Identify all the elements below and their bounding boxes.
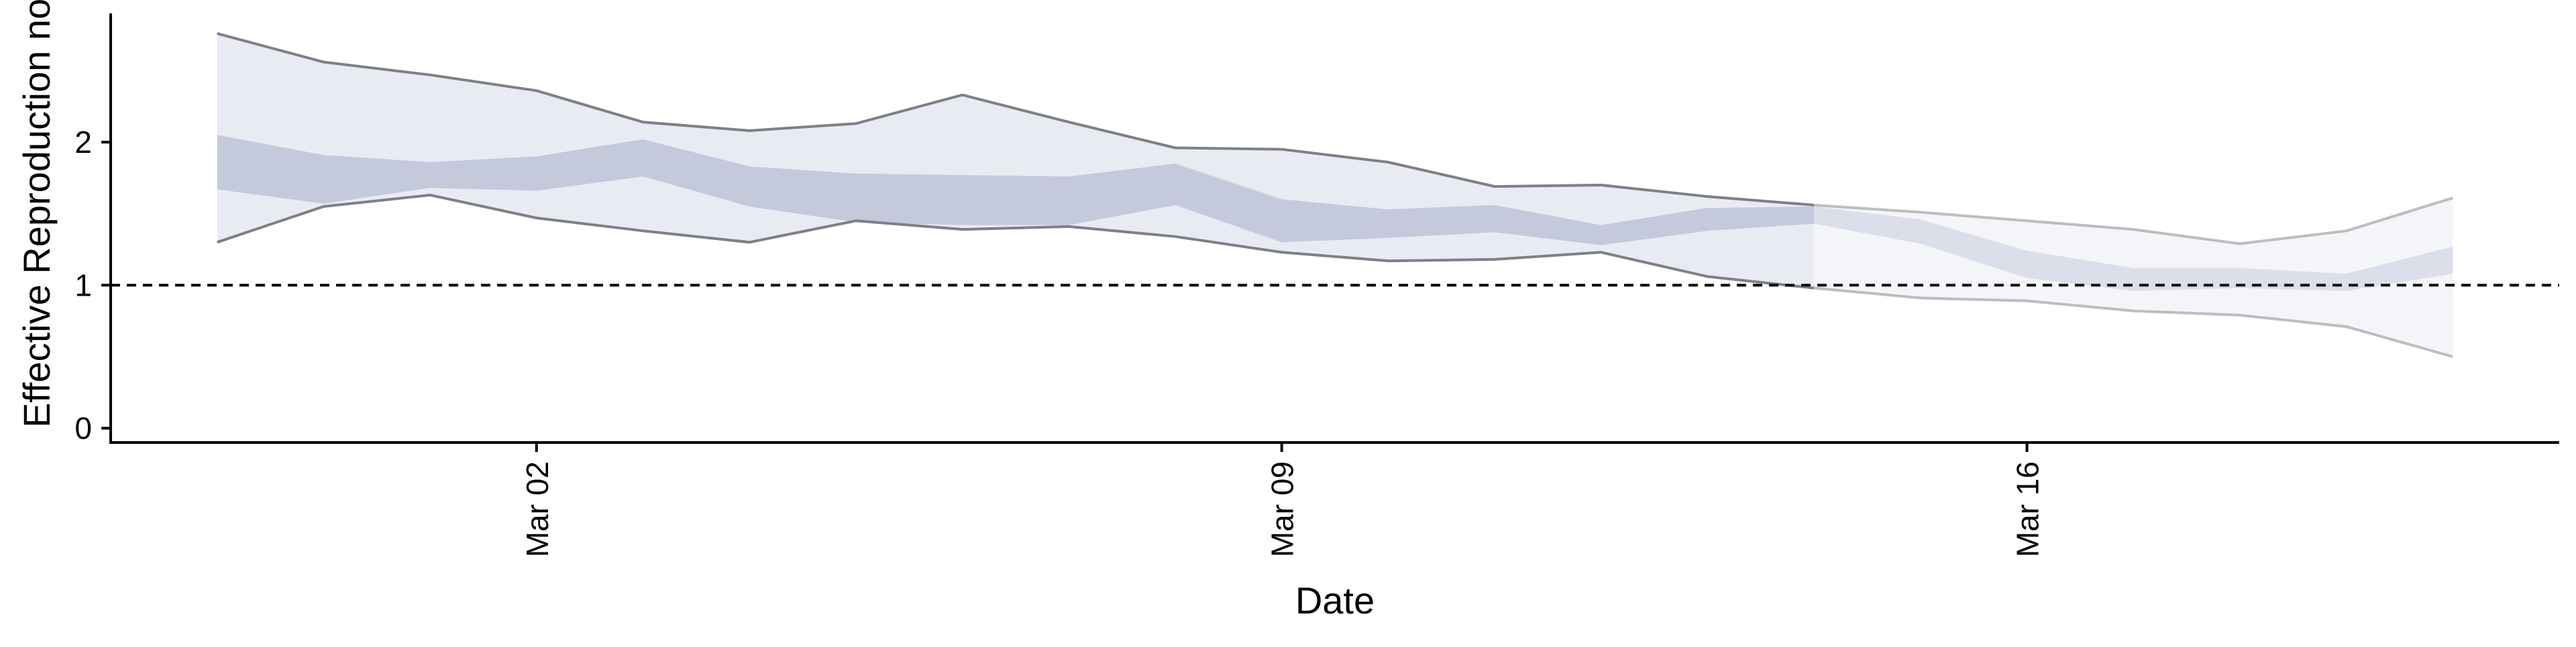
- y-tick-label: 2: [74, 125, 92, 160]
- x-tick-label: Mar 02: [520, 461, 555, 557]
- estimate-band-50: [217, 135, 1815, 245]
- x-tick-label: Mar 09: [1265, 461, 1300, 557]
- estimate-band-90: [217, 33, 1815, 288]
- bounds-layer: [217, 32, 2453, 358]
- x-tick-label: Mar 16: [2010, 461, 2045, 557]
- axes-layer: [109, 13, 2559, 444]
- estimate-recent-lower-bound-line: [1813, 286, 2453, 358]
- estimate-recent-upper-bound-line: [1813, 196, 2453, 245]
- x-axis-title: Date: [1295, 579, 1375, 622]
- ticks-layer: 0 1 2 Mar 02 Mar 09 Mar 16: [74, 125, 2045, 557]
- y-axis-title: Effective Reproduction no: [15, 0, 58, 428]
- estimate-recent-band-50: [1814, 207, 2453, 291]
- bands-layer: [217, 33, 2453, 357]
- estimate-upper-bound-line: [217, 32, 1815, 207]
- estimate-lower-bound-line: [217, 193, 1815, 290]
- y-tick-label: 1: [74, 268, 92, 302]
- y-tick-label: 0: [74, 411, 92, 446]
